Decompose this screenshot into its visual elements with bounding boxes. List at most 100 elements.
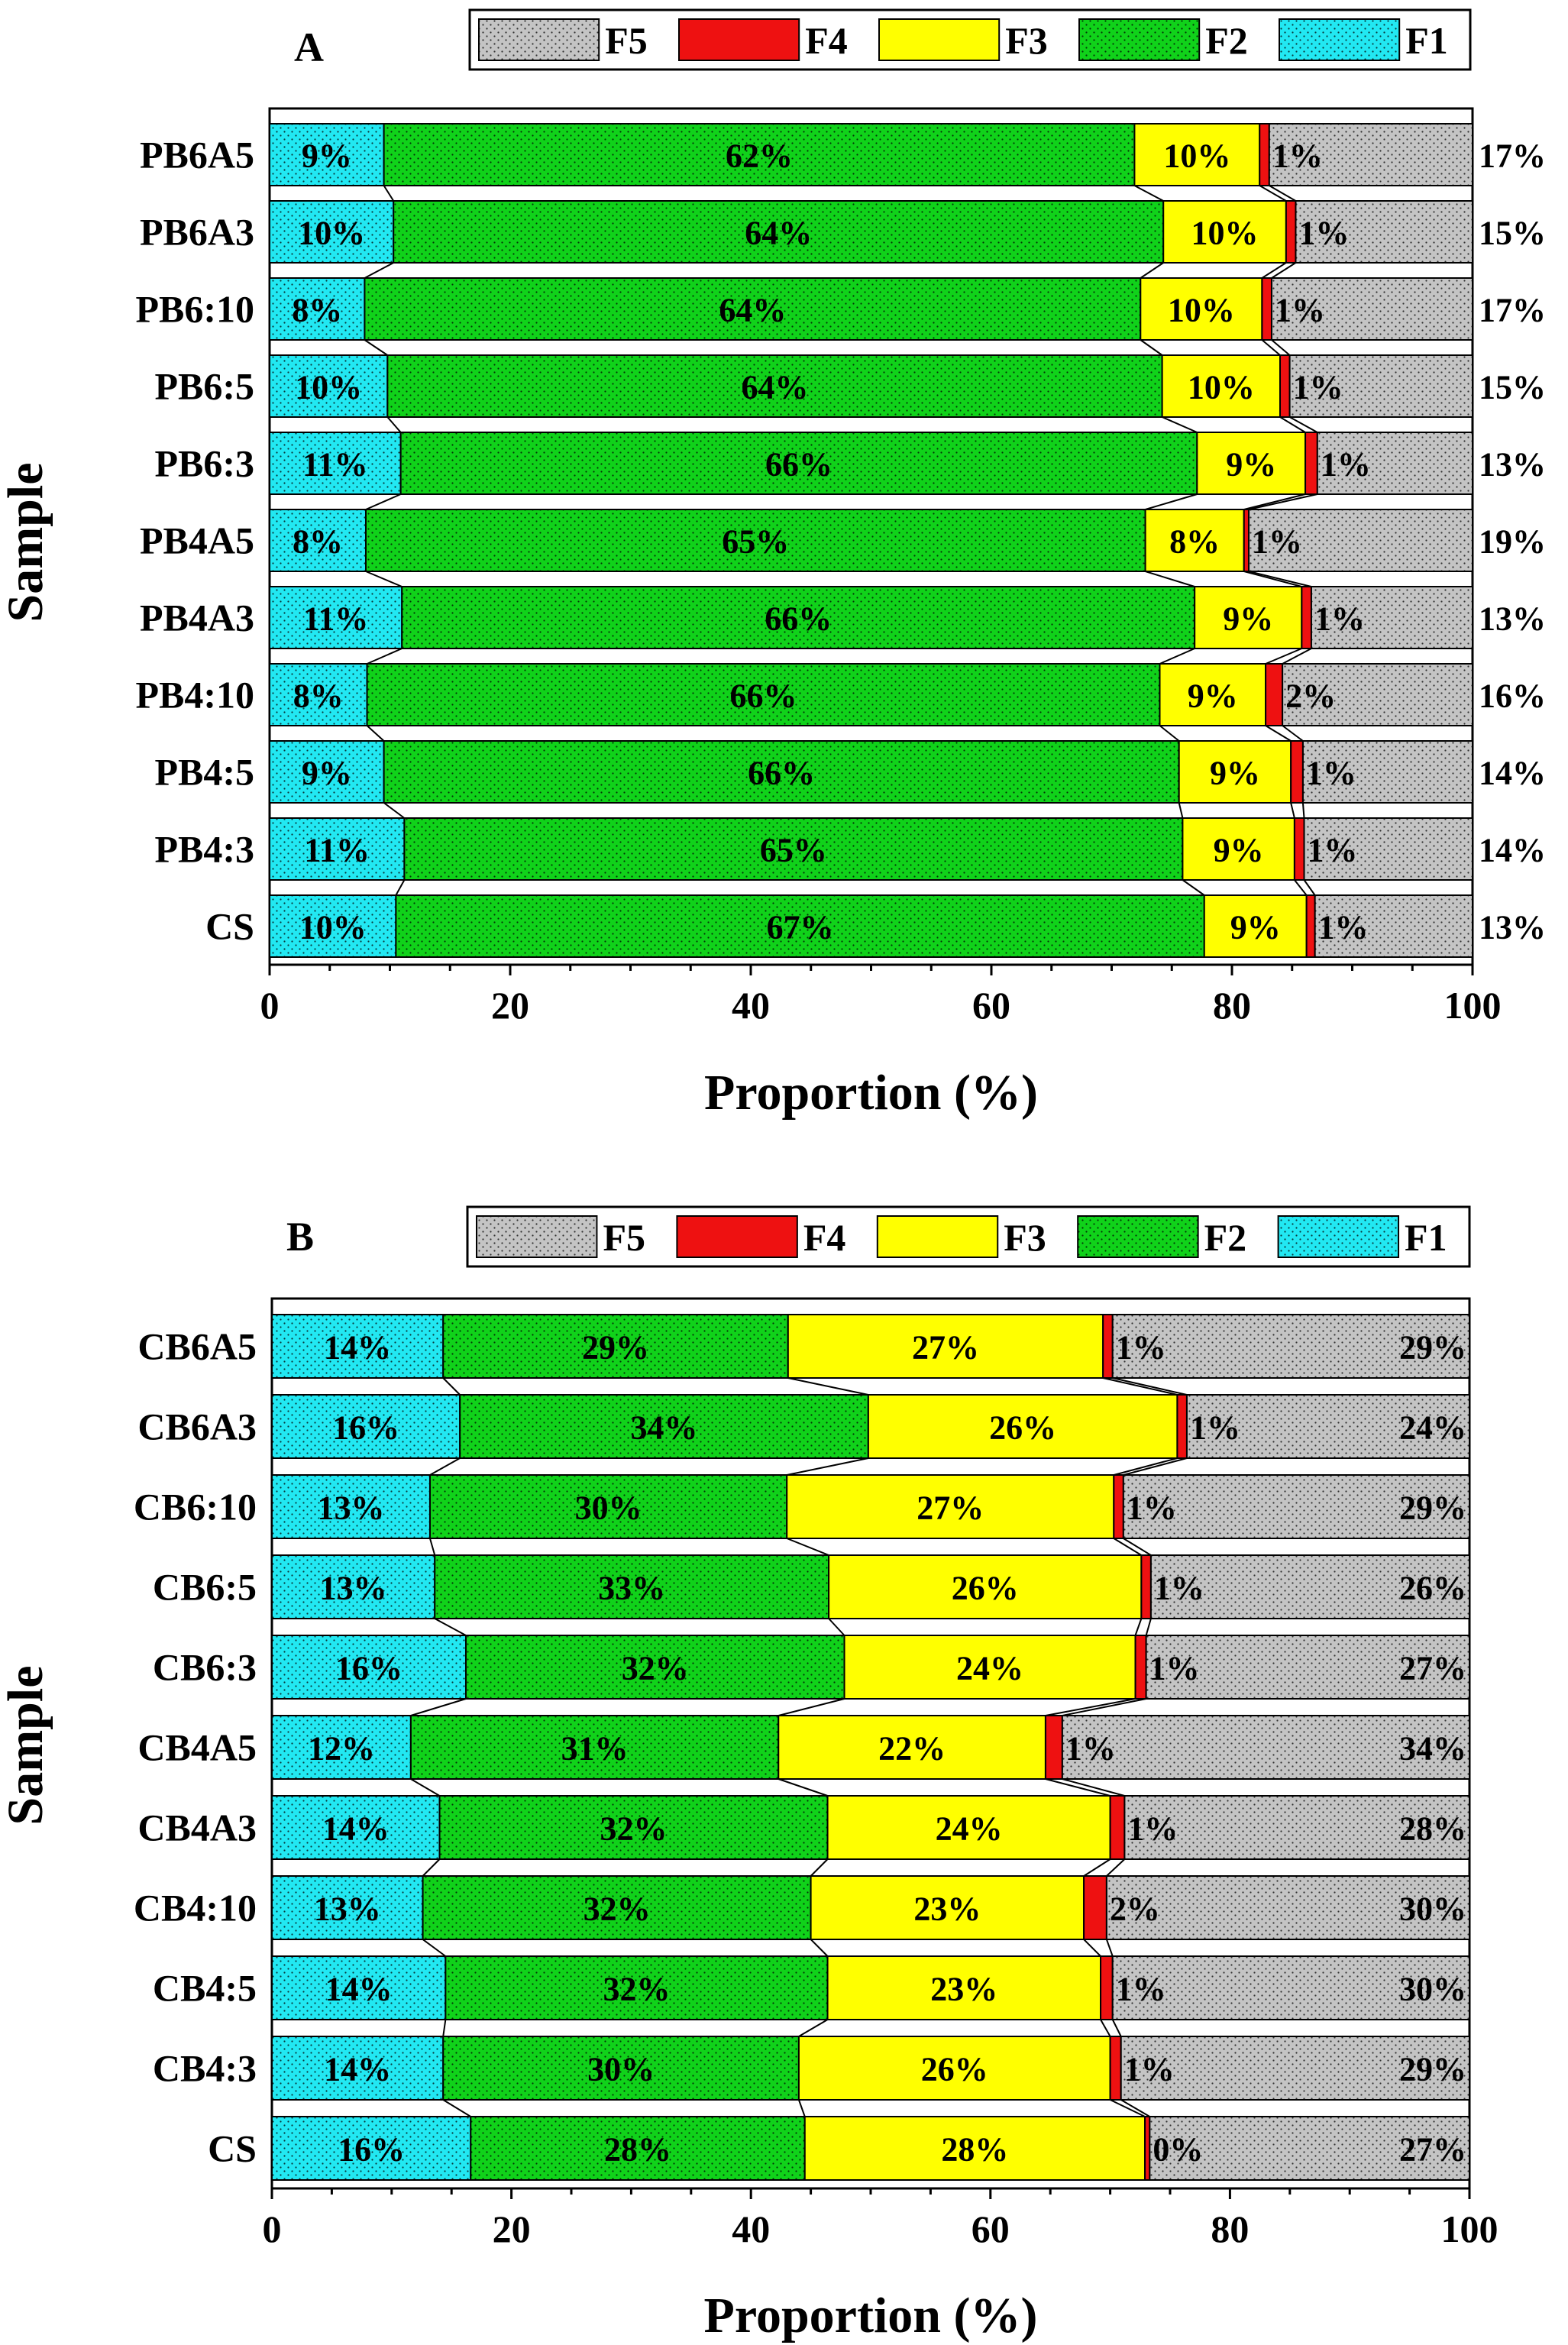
- data-label-f5: 27%: [1399, 1650, 1466, 1687]
- bar-row: 14% 30% 26% 1% 29%: [271, 2036, 1471, 2101]
- connector-line: [1279, 416, 1306, 433]
- bar-f3: [828, 1554, 1143, 1619]
- legend-swatch-f3: [876, 1215, 999, 1258]
- data-label-f5: 17%: [1479, 137, 1546, 175]
- legend: F5 F4 F3 F2 F1: [468, 8, 1472, 71]
- bar-row: 14% 32% 24% 1% 28%: [271, 1795, 1471, 1860]
- x-tick-label: 80: [1211, 2208, 1249, 2250]
- data-label-f4: 1%: [1124, 2051, 1175, 2088]
- bar-f1: [269, 509, 367, 572]
- connector-line: [1182, 879, 1205, 896]
- data-label-f5: 27%: [1399, 2131, 1466, 2169]
- bar-row: 10% 64% 10% 1% 15%: [269, 354, 1546, 418]
- bar-f5: [1282, 663, 1474, 726]
- bar-f2: [383, 740, 1180, 804]
- data-label-f4: 1%: [1308, 832, 1358, 869]
- data-label-f3: 9%: [1210, 755, 1260, 792]
- bar-row: 11% 65% 9% 1% 14%: [269, 817, 1546, 881]
- bar-f4: [1259, 123, 1270, 186]
- bar-f2: [459, 1394, 869, 1459]
- connector-line: [1113, 1538, 1142, 1556]
- data-label-f3: 10%: [1188, 369, 1255, 406]
- connector-line: [1248, 571, 1312, 587]
- bar-f5: [1310, 586, 1473, 649]
- bar-f3: [826, 1795, 1111, 1860]
- data-label-f1: 11%: [304, 832, 370, 869]
- bar-f3: [1203, 894, 1308, 958]
- connector-line: [810, 1939, 829, 1957]
- data-label-f1: 11%: [302, 446, 368, 484]
- legend-swatch-f2: [1077, 1215, 1199, 1258]
- data-label-f4: 1%: [1275, 292, 1325, 329]
- category-label: PB6:10: [135, 288, 254, 331]
- data-label-f2: 66%: [765, 446, 832, 484]
- connector-line: [410, 1698, 467, 1716]
- connector-line: [1289, 416, 1318, 433]
- bar-f4: [1293, 817, 1305, 881]
- data-label-f5: 29%: [1399, 1489, 1466, 1527]
- bar-f5: [1061, 1715, 1470, 1780]
- data-label-f3: 22%: [878, 1730, 946, 1768]
- data-label-f3: 10%: [1168, 292, 1235, 329]
- connector-line: [1261, 339, 1281, 356]
- bar-f5: [1123, 1795, 1471, 1860]
- data-label-f2: 62%: [726, 137, 793, 175]
- legend-swatch-f3: [878, 18, 1001, 61]
- bar-f5: [1248, 509, 1474, 572]
- data-label-f1: 14%: [325, 1971, 393, 2008]
- category-label: PB4:3: [154, 828, 254, 871]
- data-label-f5: 29%: [1399, 1329, 1466, 1367]
- connector-line: [410, 1778, 441, 1797]
- bar-f5: [1268, 123, 1473, 186]
- bar-f5: [1111, 1955, 1470, 2020]
- connector-line: [1282, 725, 1304, 742]
- connector-line: [1134, 1618, 1143, 1636]
- legend-swatch-f4: [676, 1215, 798, 1258]
- data-label-f2: 30%: [587, 2051, 655, 2088]
- y-axis-title: Sample: [0, 1665, 53, 1825]
- data-label-f4: 1%: [1127, 1489, 1177, 1527]
- data-label-f5: 13%: [1479, 446, 1546, 484]
- data-label-f1: 12%: [308, 1730, 375, 1768]
- data-label-f3: 27%: [917, 1489, 984, 1527]
- connector-line: [1159, 725, 1180, 742]
- x-axis-title: Proportion (%): [704, 1065, 1038, 1121]
- x-tick-label: 100: [1441, 2208, 1498, 2250]
- bar-f3: [867, 1394, 1178, 1459]
- category-label: CB6A5: [137, 1325, 257, 1368]
- panel-label: A: [294, 24, 324, 70]
- data-label-f4: 1%: [1127, 1810, 1178, 1848]
- bar-f5: [1303, 817, 1473, 881]
- connector-line: [1145, 1618, 1152, 1636]
- x-tick-label: 60: [972, 2208, 1010, 2250]
- connector-line: [1112, 1377, 1188, 1396]
- connector-line: [1159, 648, 1195, 665]
- bar-f5: [1149, 2116, 1470, 2181]
- connector-line: [1265, 648, 1302, 665]
- connector-line: [1301, 802, 1305, 819]
- connector-line: [798, 2019, 829, 2037]
- bar-f2: [395, 894, 1205, 958]
- panel-label: B: [286, 1214, 314, 1260]
- data-label-f5: 15%: [1479, 369, 1546, 406]
- connector-line: [1111, 2019, 1122, 2037]
- bar-row: 13% 30% 27% 1% 29%: [271, 1474, 1471, 1539]
- bar-f2: [365, 509, 1146, 572]
- legend-label-f2: F2: [1204, 1216, 1247, 1259]
- bar-f1: [271, 1715, 412, 1780]
- data-label-f4: 1%: [1252, 523, 1302, 561]
- connector-line: [1140, 262, 1164, 279]
- bar-row: 8% 64% 10% 1% 17%: [269, 277, 1546, 341]
- legend-label-f1: F1: [1405, 1216, 1447, 1259]
- data-label-f2: 64%: [719, 292, 786, 329]
- x-tick-label: 0: [263, 2208, 282, 2250]
- bar-f5: [1185, 1394, 1471, 1459]
- connector-line: [1303, 879, 1316, 896]
- data-label-f5: 15%: [1479, 215, 1546, 252]
- bar-f4: [1261, 277, 1272, 341]
- data-label-f4: 0%: [1153, 2131, 1203, 2169]
- bar-f2: [434, 1554, 830, 1619]
- bar-f2: [465, 1635, 845, 1700]
- bar-f4: [1109, 1795, 1126, 1860]
- bar-f2: [393, 200, 1165, 264]
